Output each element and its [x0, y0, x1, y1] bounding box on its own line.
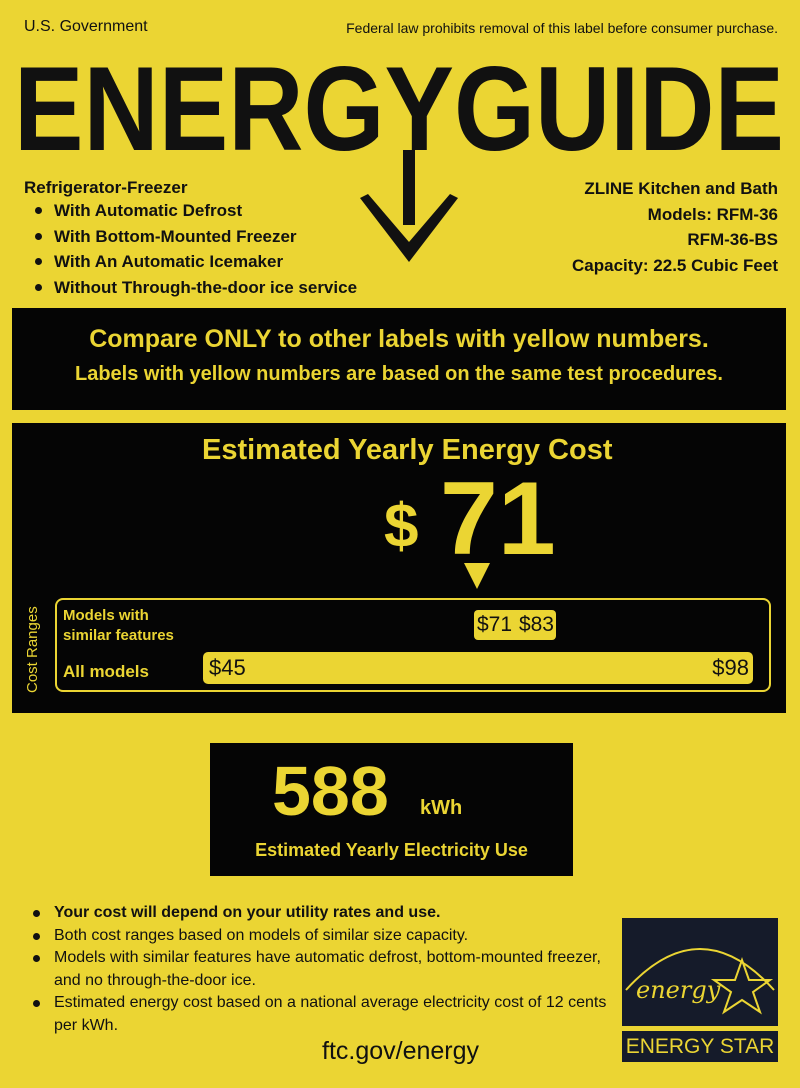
energy-star-icon: energy — [622, 918, 778, 1026]
brand: ZLINE Kitchen and Bath — [584, 179, 778, 198]
feature-item: With An Automatic Icemaker — [24, 249, 357, 275]
cost-ranges-label: Cost Ranges — [24, 606, 41, 693]
note-item: Your cost will depend on your utility ra… — [22, 902, 612, 925]
kwh-value: 588 — [272, 752, 389, 830]
feature-item: With Bottom-Mounted Freezer — [24, 224, 357, 250]
cost-value: 71 — [440, 461, 556, 577]
kwh-label: Estimated Yearly Electricity Use — [255, 840, 528, 860]
similar-max: $83 — [518, 613, 554, 636]
feature-item: With Automatic Defrost — [24, 198, 357, 224]
similar-label-line-2: similar features — [63, 627, 174, 644]
model-2: RFM-36-BS — [687, 230, 778, 249]
compare-box: Compare ONLY to other labels with yellow… — [12, 308, 786, 410]
cost-dollar: $ — [384, 492, 419, 561]
similar-range-bar: $71 $83 — [474, 610, 556, 640]
cost-box: Estimated Yearly Energy Cost $ 71 Cost R… — [12, 423, 786, 713]
energy-star-label: ENERGY STAR — [622, 1031, 778, 1062]
electricity-box: 588 kWh Estimated Yearly Electricity Use — [210, 743, 573, 876]
feature-item: Without Through-the-door ice service — [24, 275, 357, 301]
range-box: Models with similar features $71 $83 All… — [55, 598, 771, 692]
energyguide-title-wrap: ENERGYGUIDE — [14, 42, 784, 175]
similar-label: Models with similar features — [63, 606, 174, 646]
energy-star-logo: energy ENERGY STAR — [622, 918, 778, 1062]
kwh-unit: kWh — [420, 797, 463, 819]
law-notice: Federal law prohibits removal of this la… — [346, 20, 778, 36]
similar-label-line-1: Models with — [63, 607, 149, 624]
all-range-bar: $45 $98 — [203, 652, 753, 684]
feature-list: With Automatic Defrost With Bottom-Mount… — [24, 198, 357, 300]
arrow-down-icon — [360, 150, 458, 262]
compare-line-2: Labels with yellow numbers are based on … — [75, 363, 723, 385]
compare-line-1: Compare ONLY to other labels with yellow… — [89, 325, 709, 353]
similar-min: $71 — [477, 613, 513, 636]
all-label: All models — [63, 662, 149, 681]
note-item: Estimated energy cost based on a nationa… — [22, 992, 612, 1037]
cost-marker-icon — [464, 563, 490, 589]
ftc-link[interactable]: ftc.gov/energy — [322, 1037, 480, 1065]
energy-script: energy — [636, 976, 721, 1004]
cost-heading: Estimated Yearly Energy Cost — [202, 434, 613, 466]
notes-list: Your cost will depend on your utility ra… — [22, 902, 612, 1037]
product-type: Refrigerator-Freezer — [24, 178, 188, 197]
capacity: Capacity: 22.5 Cubic Feet — [572, 255, 778, 275]
gov-label: U.S. Government — [24, 18, 148, 35]
maker-info: ZLINE Kitchen and Bath Models: RFM-36 RF… — [572, 176, 778, 278]
note-item: Both cost ranges based on models of simi… — [22, 925, 612, 948]
energyguide-title: ENERGYGUIDE — [14, 42, 784, 175]
note-item: Models with similar features have automa… — [22, 947, 612, 992]
all-min: $45 — [209, 655, 246, 680]
models: Models: RFM-36 — [647, 204, 778, 224]
all-max: $98 — [712, 655, 749, 680]
